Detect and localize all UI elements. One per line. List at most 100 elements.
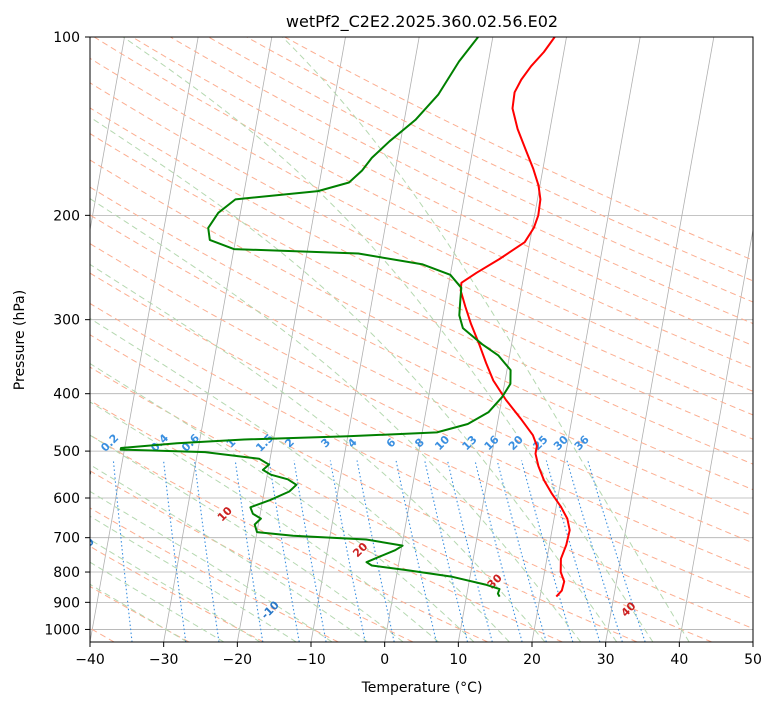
mixing-ratio-line: [234, 460, 264, 642]
isotherm-line: [163, 37, 273, 642]
mixing-ratio-line: [163, 460, 187, 642]
mixing-ratio-label: 16: [482, 433, 502, 453]
moist-adiabat-line: [90, 583, 188, 642]
mixing-ratio-line: [496, 460, 547, 642]
dry-adiabat-line: [90, 507, 339, 642]
mixing-ratio-line: [293, 460, 327, 642]
y-tick-label: 500: [53, 444, 80, 460]
dry-adiabat-line: [131, 37, 753, 347]
dry-adiabat-line: [90, 545, 264, 642]
moist-adiabat-line: [90, 434, 404, 642]
x-tick-label: −40: [75, 652, 105, 668]
x-tick-label: −30: [149, 652, 179, 668]
moist-adiabat-line: [90, 539, 261, 642]
mixing-ratio-line: [268, 460, 300, 642]
x-tick-label: 0: [380, 652, 389, 668]
dry-adiabat-label: -20: [74, 535, 97, 558]
dry-adiabat-line: [90, 133, 753, 465]
dry-adiabat-line: [284, 37, 753, 261]
reference-line-labels: 0.10.20.40.611.52346810131620253036-100-…: [74, 431, 639, 621]
plot-frame: [89, 36, 754, 643]
y-tick-label: 200: [53, 208, 80, 224]
dry-adiabat-line: [90, 302, 753, 630]
x-tick-label: −10: [296, 652, 326, 668]
y-tick-label: 800: [53, 565, 80, 581]
moist-adiabat-line: [90, 401, 439, 642]
isotherm-line: [531, 37, 641, 642]
dry-adiabat-label: 20: [350, 540, 370, 560]
isotherm-line: [236, 37, 346, 642]
mixing-ratio-line: [587, 460, 646, 642]
y-tick-label: 100: [53, 30, 80, 46]
moist-adiabat-line: [122, 37, 654, 642]
y-axis-label: Pressure (hPa): [12, 290, 28, 390]
dry-adiabat-line: [90, 366, 638, 642]
temperature-profile-line: [459, 37, 571, 598]
mixing-ratio-label: 1: [224, 436, 239, 451]
x-tick-label: 20: [523, 652, 541, 668]
moist-adiabat-line: [90, 317, 510, 642]
mixing-ratio-line: [356, 460, 395, 642]
dry-adiabat-line: [90, 214, 753, 544]
x-axis: −40 −30 −20 −10 0 10 20 30 40 50: [75, 642, 762, 668]
isotherm-line: [384, 37, 494, 642]
isotherm-line: [605, 37, 715, 642]
dry-adiabat-line: [90, 186, 753, 517]
y-tick-label: 700: [53, 531, 80, 547]
mixing-ratio-line: [474, 460, 523, 642]
dry-adiabat-line: [90, 82, 753, 416]
y-axis: 1000 900 800 700 600 500 400 300 200 100: [44, 30, 90, 638]
moist-adiabat-line: [90, 263, 546, 642]
dry-adiabat-line: [90, 159, 753, 491]
dry-adiabat-line: [90, 585, 190, 642]
dry-adiabat-line: [208, 37, 753, 303]
y-tick-label: 400: [53, 387, 80, 403]
mixing-ratio-line: [566, 460, 623, 642]
mixing-ratio-label: 13: [460, 433, 480, 453]
mixing-ratio-label: 10: [432, 433, 452, 453]
moist-adiabat-line: [90, 515, 297, 642]
dry-adiabat-line: [90, 107, 753, 440]
background-lines: [66, 37, 753, 643]
y-tick-label: 1000: [44, 622, 80, 638]
dewpoint-profile-line: [119, 37, 512, 598]
isotherm-line: [752, 639, 753, 642]
x-tick-label: 30: [597, 652, 615, 668]
x-tick-label: −20: [223, 652, 253, 668]
dry-adiabat-line: [90, 434, 488, 642]
x-tick-label: 40: [670, 652, 688, 668]
y-tick-label: 600: [53, 491, 80, 507]
chart-title: wetPf2_C2E2.2025.360.02.56.E02: [286, 12, 558, 32]
dry-adiabat-line: [170, 37, 753, 325]
isotherm-line: [90, 37, 199, 642]
dry-adiabat-line: [90, 57, 753, 392]
profile-lines: [119, 37, 571, 598]
dry-adiabat-line: [90, 272, 753, 600]
x-tick-label: 50: [744, 652, 762, 668]
dry-adiabat-label: 0: [80, 465, 95, 480]
mixing-ratio-line: [112, 460, 133, 642]
x-axis-label: Temperature (°C): [361, 680, 483, 696]
moist-adiabat-line: [90, 561, 225, 642]
mixing-ratio-line: [193, 460, 220, 642]
mixing-ratio-line: [521, 460, 574, 642]
mixing-ratio-line: [66, 461, 81, 643]
mixing-ratio-label: 20: [506, 433, 526, 453]
mixing-ratio-line: [545, 460, 601, 642]
mixing-ratio-line: [329, 460, 366, 642]
dry-adiabat-line: [90, 243, 753, 572]
y-tick-label: 300: [53, 313, 80, 329]
dry-adiabat-line: [90, 334, 712, 642]
dry-adiabat-line: [246, 37, 753, 282]
mixing-ratio-line: [395, 460, 437, 642]
dry-adiabat-label: -10: [259, 598, 282, 621]
isotherm-line: [90, 37, 125, 233]
moist-adiabat-line: [90, 464, 368, 642]
dry-adiabat-line: [93, 37, 753, 369]
moist-adiabat-line: [90, 362, 475, 642]
mixing-ratio-label: 8: [412, 436, 427, 451]
moist-adiabat-line: [282, 37, 690, 642]
x-tick-label: 10: [449, 652, 467, 668]
dry-adiabat-label: 10: [215, 504, 235, 524]
